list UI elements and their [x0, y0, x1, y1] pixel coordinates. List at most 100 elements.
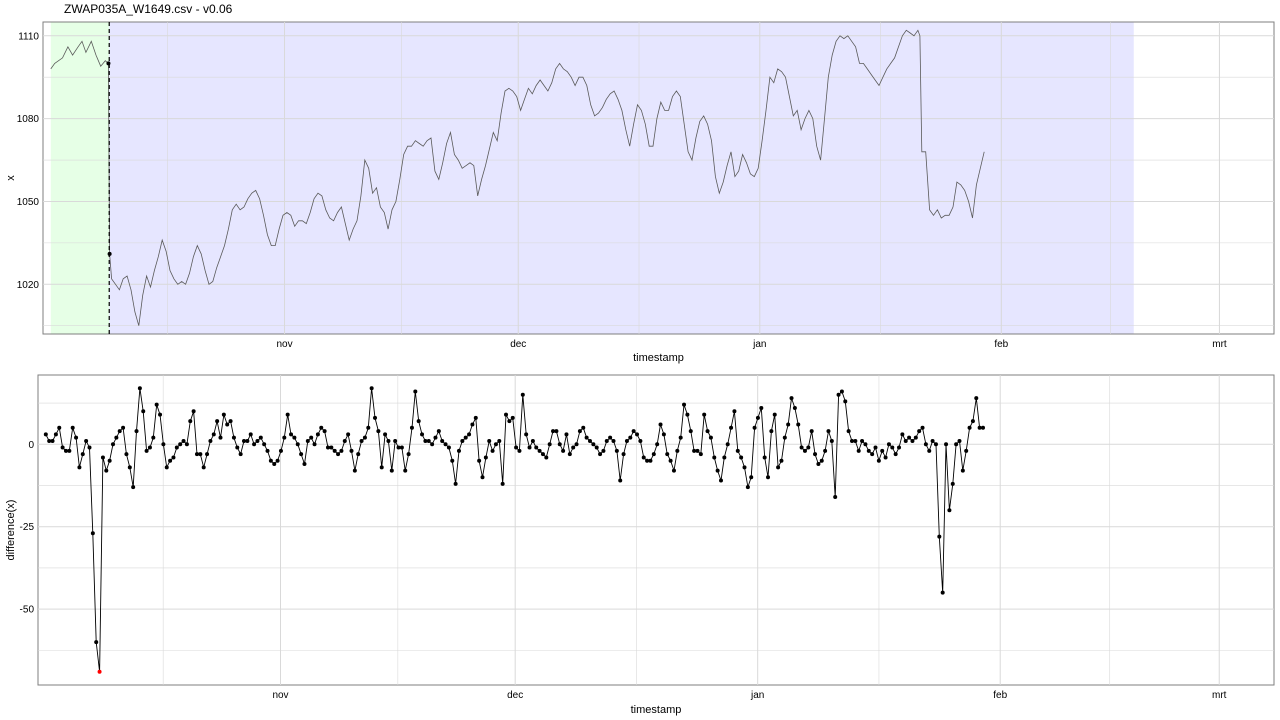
- difference-point: [265, 448, 270, 453]
- difference-point: [480, 475, 485, 480]
- test-region: [109, 22, 1134, 334]
- difference-point: [393, 438, 398, 443]
- top-x-tick-label: mrt: [1212, 339, 1227, 350]
- difference-point: [359, 438, 364, 443]
- difference-point: [923, 442, 928, 447]
- difference-point: [107, 458, 112, 463]
- difference-point: [816, 462, 821, 467]
- difference-point: [937, 534, 942, 539]
- difference-point: [151, 435, 156, 440]
- difference-point: [695, 448, 700, 453]
- difference-point: [161, 442, 166, 447]
- difference-point: [762, 455, 767, 460]
- difference-point: [198, 452, 203, 457]
- difference-point: [262, 442, 267, 447]
- difference-point: [137, 386, 142, 391]
- difference-point: [900, 432, 905, 437]
- difference-point: [678, 435, 683, 440]
- difference-point: [94, 640, 99, 645]
- difference-point: [87, 445, 92, 450]
- bottom-x-tick-label: dec: [507, 690, 523, 701]
- difference-point: [373, 415, 378, 420]
- difference-point: [366, 425, 371, 430]
- difference-point: [776, 465, 781, 470]
- difference-point: [671, 468, 676, 473]
- difference-point: [208, 438, 213, 443]
- difference-point: [426, 438, 431, 443]
- difference-point: [238, 452, 243, 457]
- difference-point: [235, 445, 240, 450]
- difference-point: [897, 445, 902, 450]
- top-x-tick-label: dec: [510, 339, 526, 350]
- bottom-y-tick-label: -25: [20, 522, 35, 533]
- difference-point: [295, 442, 300, 447]
- difference-point: [440, 438, 445, 443]
- difference-point: [346, 432, 351, 437]
- difference-point: [742, 465, 747, 470]
- difference-point: [258, 435, 263, 440]
- difference-point: [84, 438, 89, 443]
- difference-point: [352, 468, 357, 473]
- difference-point: [651, 452, 656, 457]
- difference-point: [601, 448, 606, 453]
- difference-point: [917, 429, 922, 434]
- difference-point: [823, 448, 828, 453]
- difference-point: [178, 442, 183, 447]
- difference-point: [883, 455, 888, 460]
- difference-point: [80, 452, 85, 457]
- difference-point: [725, 442, 730, 447]
- difference-point: [191, 409, 196, 414]
- difference-point: [685, 412, 690, 417]
- difference-point: [970, 419, 975, 424]
- difference-point: [520, 392, 525, 397]
- difference-point: [154, 402, 159, 407]
- top-y-tick-label: 1110: [18, 31, 39, 42]
- difference-point: [933, 442, 938, 447]
- difference-point: [819, 458, 824, 463]
- difference-point: [194, 452, 199, 457]
- difference-point: [708, 435, 713, 440]
- difference-point: [477, 458, 482, 463]
- difference-point: [729, 425, 734, 430]
- bottom-panel-background: [37, 374, 1275, 686]
- difference-point: [168, 458, 173, 463]
- difference-point: [117, 429, 122, 434]
- difference-point: [903, 438, 908, 443]
- difference-point: [252, 442, 257, 447]
- difference-point: [420, 432, 425, 437]
- difference-point: [514, 445, 519, 450]
- difference-point: [645, 458, 650, 463]
- difference-point: [930, 438, 935, 443]
- difference-point: [433, 435, 438, 440]
- difference-point: [833, 495, 838, 500]
- difference-point: [57, 425, 62, 430]
- difference-point: [534, 445, 539, 450]
- difference-point: [278, 448, 283, 453]
- bottom-x-tick-label: feb: [993, 690, 1007, 701]
- difference-point: [356, 452, 361, 457]
- difference-point: [473, 415, 478, 420]
- bottom-y-tick-label: -50: [20, 605, 35, 616]
- difference-point: [446, 445, 451, 450]
- difference-point: [248, 432, 253, 437]
- difference-point: [228, 419, 233, 424]
- difference-point: [275, 458, 280, 463]
- difference-point: [661, 432, 666, 437]
- difference-point: [171, 455, 176, 460]
- difference-point: [621, 452, 626, 457]
- difference-point: [285, 412, 290, 417]
- difference-point: [456, 448, 461, 453]
- difference-point: [940, 590, 945, 595]
- difference-point: [325, 445, 330, 450]
- difference-point: [231, 435, 236, 440]
- top-x-axis-label: timestamp: [633, 352, 684, 364]
- top-y-tick-label: 1020: [17, 280, 40, 291]
- difference-point: [974, 396, 979, 401]
- difference-point: [524, 432, 529, 437]
- difference-point: [63, 448, 68, 453]
- difference-point: [735, 448, 740, 453]
- difference-point: [786, 422, 791, 427]
- difference-point: [272, 462, 277, 467]
- difference-point: [443, 442, 448, 447]
- difference-point: [540, 452, 545, 457]
